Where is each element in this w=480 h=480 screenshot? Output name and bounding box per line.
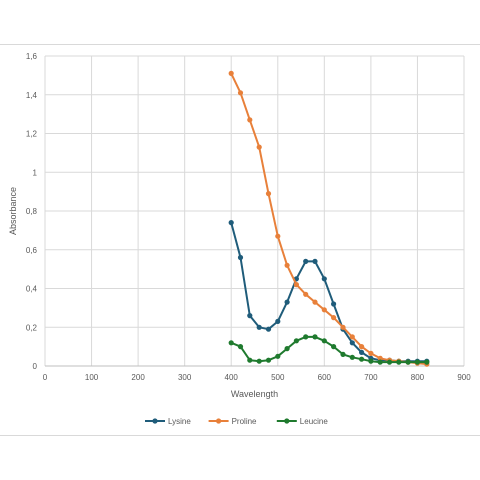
data-point-lysine	[312, 258, 318, 264]
data-point-leucine	[368, 358, 374, 364]
series-line-lysine	[230, 222, 427, 363]
legend-item-leucine: Leucine	[276, 417, 329, 426]
x-tick-label: 700	[364, 373, 378, 382]
tick-labels: 0 100 200 300 400 500 600 700 800 900 0 0,2 0,4 0,6 0,…	[26, 52, 471, 382]
data-point-proline	[237, 90, 244, 96]
x-tick-label: 500	[271, 373, 285, 382]
x-axis-title: Wavelength	[231, 389, 278, 399]
legend-swatch-marker-leucine	[284, 418, 290, 424]
data-point-leucine	[321, 338, 327, 344]
data-point-proline	[321, 307, 327, 313]
chart-frame-top	[0, 44, 480, 45]
y-tick-label: 0,8	[26, 207, 38, 216]
data-point-leucine	[396, 359, 402, 365]
legend-label-lysine: Lysine	[168, 417, 191, 426]
data-point-leucine	[312, 334, 318, 340]
data-point-leucine	[386, 359, 393, 365]
legend: Lysine Proline Leucine	[145, 417, 328, 426]
data-point-proline	[368, 350, 374, 356]
legend-swatch-marker-lysine	[152, 418, 158, 424]
data-point-leucine	[414, 359, 420, 365]
data-point-lysine	[237, 254, 244, 261]
series-lysine	[228, 220, 430, 364]
data-point-leucine	[256, 358, 262, 364]
data-point-leucine	[228, 340, 234, 346]
data-point-leucine	[284, 346, 290, 352]
data-point-proline	[247, 117, 253, 123]
gridlines	[44, 55, 465, 367]
data-point-proline	[312, 299, 318, 305]
data-point-proline	[331, 315, 337, 321]
y-axis-title: Absorbance	[8, 187, 18, 235]
data-point-leucine	[293, 338, 299, 344]
legend-label-proline: Proline	[232, 417, 257, 426]
data-point-proline	[359, 344, 365, 350]
y-tick-label: 0,2	[26, 323, 38, 332]
x-tick-label: 600	[318, 373, 332, 382]
data-point-lysine	[349, 340, 355, 346]
data-point-lysine	[256, 324, 262, 330]
series	[228, 70, 430, 367]
x-tick-label: 300	[178, 373, 192, 382]
data-point-leucine	[359, 356, 365, 362]
data-point-lysine	[265, 326, 272, 332]
data-point-leucine	[424, 359, 430, 365]
data-point-leucine	[247, 357, 253, 363]
series-line-leucine	[230, 335, 427, 364]
x-tick-label: 400	[225, 373, 239, 382]
x-tick-label: 0	[43, 373, 48, 382]
data-point-leucine	[303, 334, 309, 340]
y-tick-label: 0,4	[26, 285, 38, 294]
data-point-proline	[303, 291, 309, 297]
y-tick-label: 1,4	[26, 91, 38, 100]
series-line-proline	[230, 72, 427, 366]
data-point-proline	[265, 191, 272, 197]
data-point-lysine	[303, 258, 309, 264]
data-point-lysine	[359, 349, 365, 355]
legend-label-leucine: Leucine	[300, 417, 329, 426]
data-point-lysine	[321, 276, 327, 282]
data-point-proline	[377, 355, 383, 361]
data-point-proline	[275, 233, 281, 239]
y-tick-label: 0,6	[26, 246, 38, 255]
data-point-lysine	[228, 220, 234, 226]
data-point-proline	[349, 334, 355, 340]
data-point-leucine	[275, 353, 281, 359]
data-point-leucine	[349, 354, 355, 360]
y-tick-label: 0	[33, 362, 38, 371]
legend-swatch-marker-proline	[216, 418, 222, 424]
x-tick-label: 900	[457, 373, 471, 382]
data-point-proline	[340, 324, 346, 330]
legend-item-proline: Proline	[208, 417, 257, 426]
data-point-lysine	[331, 301, 337, 307]
data-point-leucine	[340, 351, 346, 357]
data-point-proline	[228, 70, 234, 76]
x-tick-label: 200	[131, 373, 145, 382]
data-point-proline	[293, 282, 299, 288]
data-point-leucine	[237, 344, 244, 350]
x-tick-label: 800	[411, 373, 425, 382]
data-point-lysine	[275, 318, 281, 324]
data-point-proline	[284, 262, 290, 268]
y-tick-label: 1,6	[26, 52, 38, 61]
series-leucine	[228, 334, 430, 365]
series-proline	[228, 70, 430, 367]
legend-item-lysine: Lysine	[145, 417, 191, 426]
data-point-proline	[256, 144, 262, 150]
data-point-lysine	[284, 299, 290, 305]
x-tick-label: 100	[85, 373, 99, 382]
data-point-leucine	[265, 357, 272, 363]
data-point-leucine	[405, 359, 411, 365]
data-point-leucine	[377, 359, 383, 365]
y-tick-label: 1	[33, 168, 38, 177]
y-tick-label: 1,2	[26, 130, 38, 139]
data-point-leucine	[331, 344, 337, 350]
data-point-lysine	[247, 313, 253, 319]
chart-frame-bottom	[0, 435, 480, 436]
